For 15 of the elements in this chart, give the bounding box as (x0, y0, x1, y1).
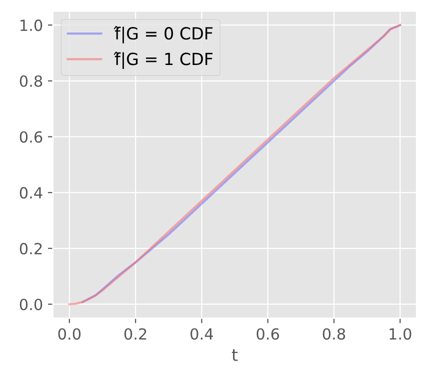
y-tick-label: 0.6 (20, 131, 42, 143)
y-tick-label: 1.0 (20, 20, 42, 32)
x-axis-title: t (232, 349, 238, 361)
y-tick-label: 0.8 (20, 75, 42, 87)
y-tick-label: 0.2 (20, 242, 42, 254)
x-tick-label: 0.2 (124, 328, 146, 340)
x-tick-label: 1.0 (390, 328, 412, 340)
x-tick-label: 0.6 (256, 328, 280, 340)
x-tick-label: 0.8 (322, 328, 346, 340)
y-tick-label: 0.4 (20, 187, 42, 199)
legend-label: f̂|G = 0 CDF (114, 26, 212, 44)
x-tick-label: 0.4 (190, 328, 213, 340)
y-tick-label: 0.0 (20, 298, 42, 310)
legend-label: f̂|G = 1 CDF (114, 52, 212, 69)
x-tick-label: 0.0 (58, 328, 81, 340)
